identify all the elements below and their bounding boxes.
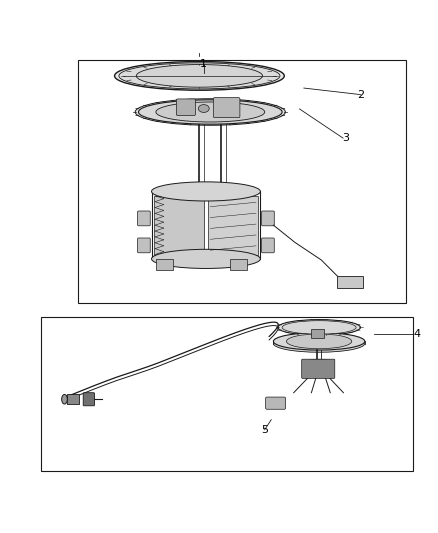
Bar [208,196,258,255]
Text: 4: 4 [413,329,420,339]
FancyBboxPatch shape [265,397,286,409]
Ellipse shape [135,99,286,125]
Ellipse shape [115,61,284,90]
FancyBboxPatch shape [213,98,240,118]
Ellipse shape [273,335,365,352]
FancyBboxPatch shape [261,238,274,253]
Ellipse shape [62,394,67,404]
Ellipse shape [138,100,282,124]
Ellipse shape [278,320,360,335]
Ellipse shape [156,102,265,122]
FancyBboxPatch shape [138,211,150,226]
Text: 1: 1 [200,59,207,69]
Text: 5: 5 [261,425,268,435]
Bar [154,196,204,255]
Bar [311,329,324,338]
FancyBboxPatch shape [83,393,95,406]
Bar [156,259,173,270]
Ellipse shape [282,321,356,334]
Ellipse shape [198,104,209,112]
Bar [41,317,413,471]
Bar [230,259,247,270]
FancyBboxPatch shape [261,211,274,226]
Bar [67,394,79,405]
FancyBboxPatch shape [302,359,335,378]
Bar [336,276,363,288]
Ellipse shape [152,182,260,201]
Ellipse shape [119,63,280,89]
Text: 2: 2 [357,90,364,100]
Bar [78,60,406,303]
Ellipse shape [152,249,260,269]
FancyBboxPatch shape [177,99,195,116]
FancyBboxPatch shape [138,238,150,253]
Text: 3: 3 [342,133,349,143]
Ellipse shape [286,334,352,349]
Ellipse shape [136,64,262,87]
Ellipse shape [273,333,365,350]
Ellipse shape [305,359,333,365]
